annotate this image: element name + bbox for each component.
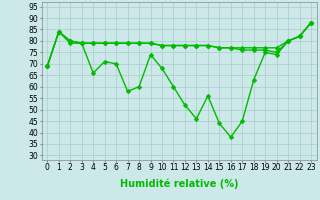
X-axis label: Humidité relative (%): Humidité relative (%)	[120, 178, 238, 189]
